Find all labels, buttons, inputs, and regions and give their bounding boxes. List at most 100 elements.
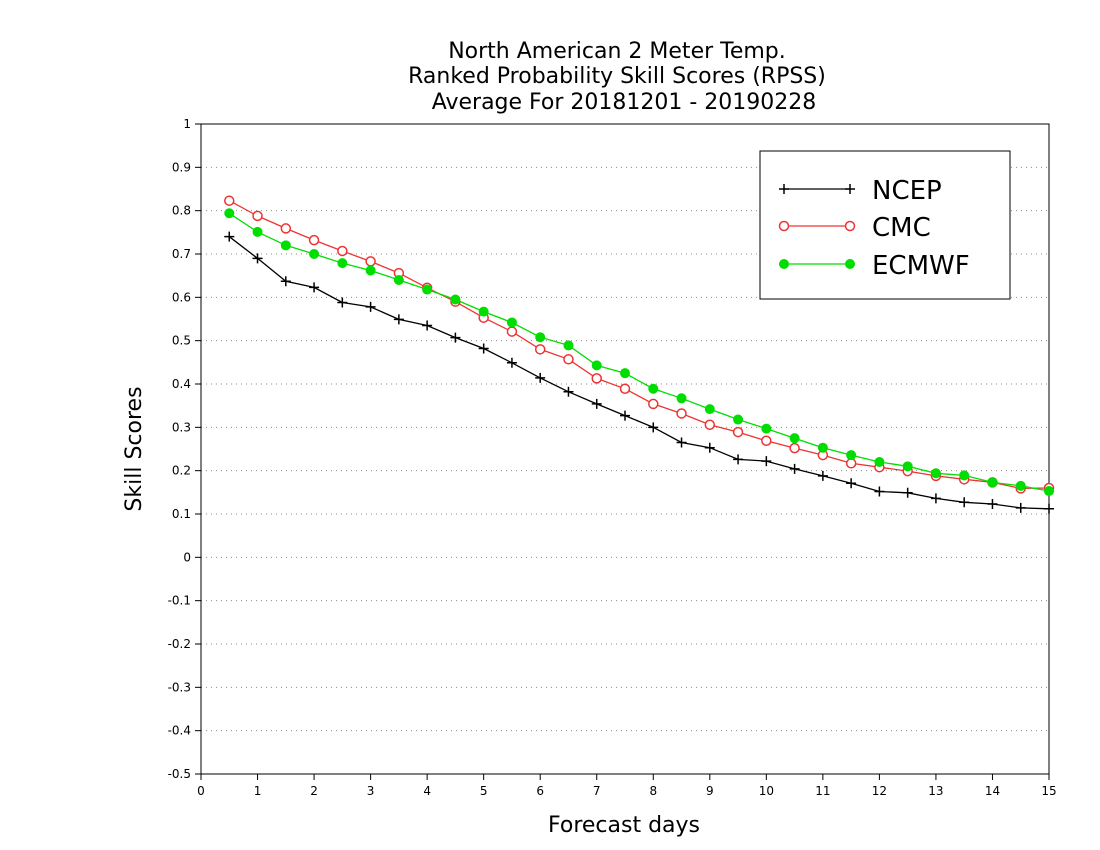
ncep-point <box>309 282 320 293</box>
x-tick-label: 7 <box>593 784 601 798</box>
y-tick-label: 0.5 <box>172 334 191 348</box>
legend-marker-ncep <box>779 184 789 194</box>
legend-label-cmc: CMC <box>872 213 931 243</box>
y-tick-label: -0.1 <box>168 594 191 608</box>
legend-label-ecmwf: ECMWF <box>872 251 970 281</box>
ecmwf-point <box>648 383 659 394</box>
cmc-point <box>563 354 574 365</box>
ecmwf-point <box>620 368 630 379</box>
legend-box <box>759 150 1011 300</box>
cmc-point <box>789 442 800 454</box>
ecmwf-point <box>591 360 602 371</box>
y-tick-label: 0.6 <box>172 290 191 304</box>
ncep-point <box>817 470 828 481</box>
ncep-point <box>450 332 461 343</box>
x-tick-label: 12 <box>872 784 887 798</box>
ecmwf-point <box>309 249 320 259</box>
ecmwf-point <box>789 433 800 444</box>
ncep-point <box>902 487 913 498</box>
legend-item-ncep: NCEP <box>779 176 942 206</box>
ncep-point <box>393 314 404 325</box>
legend-label-ncep: NCEP <box>872 176 942 206</box>
ecmwf-point <box>280 240 291 251</box>
cmc-point <box>224 195 235 206</box>
x-tick-label: 14 <box>985 784 1000 798</box>
ecmwf-point <box>535 332 546 343</box>
x-axis-ticks: 0 1 2 3 4 5 6 7 8 9 10 11 12 13 14 15 <box>197 774 1057 798</box>
cmc-point <box>308 234 320 246</box>
cmc-point <box>761 435 772 447</box>
ecmwf-point <box>902 461 913 472</box>
y-axis-ticks: -0.5 -0.4 -0.3 -0.2 -0.1 0 0.1 0.2 0.3 0.4 0.5 0.6 0… <box>168 117 201 781</box>
y-tick-label: 0.7 <box>172 247 191 261</box>
ncep-point <box>1044 503 1054 514</box>
cmc-point <box>619 383 631 395</box>
y-tick-label: 0.8 <box>172 204 191 218</box>
y-tick-label: 1 <box>183 117 191 131</box>
chart-title-line-3: Average For 20181201 - 20190228 <box>432 90 817 115</box>
y-tick-label: 0.2 <box>172 464 191 478</box>
ncep-point <box>337 297 348 308</box>
ecmwf-point <box>224 208 235 219</box>
ecmwf-point <box>1044 486 1054 497</box>
ncep-point <box>704 442 715 453</box>
ecmwf-point <box>450 294 461 305</box>
ncep-point <box>676 437 687 448</box>
ncep-point <box>591 398 602 409</box>
cmc-point <box>732 426 744 438</box>
y-tick-label: 0 <box>183 550 191 564</box>
ecmwf-point <box>337 258 348 269</box>
ncep-point <box>620 410 630 421</box>
ecmwf-point <box>846 450 857 461</box>
ncep-point <box>365 301 376 312</box>
ecmwf-point <box>817 442 828 453</box>
ecmwf-point <box>676 393 687 404</box>
x-axis-label: Forecast days <box>548 813 700 838</box>
ncep-point <box>280 276 291 287</box>
ecmwf-point <box>365 265 376 276</box>
ncep-point <box>733 454 744 465</box>
x-tick-label: 2 <box>310 784 318 798</box>
ncep-point <box>252 253 263 264</box>
cmc-point <box>534 344 546 355</box>
ncep-point <box>959 497 970 508</box>
y-tick-label: -0.5 <box>168 767 191 781</box>
ecmwf-point <box>393 275 404 285</box>
cmc-point <box>676 408 687 419</box>
y-tick-label: -0.2 <box>168 637 191 651</box>
chart-title: North American 2 Meter Temp. Ranked Prob… <box>408 39 826 115</box>
y-tick-label: 0.4 <box>172 377 191 391</box>
series-ecmwf <box>224 208 1054 497</box>
legend-marker-ecmwf <box>779 259 789 269</box>
x-tick-label: 11 <box>815 784 830 798</box>
x-tick-label: 9 <box>706 784 714 798</box>
cmc-point <box>280 223 292 234</box>
ncep-point <box>874 486 885 497</box>
x-tick-label: 3 <box>367 784 375 798</box>
cmc-point <box>845 458 857 469</box>
y-tick-label: 0.3 <box>172 420 191 434</box>
ncep-point <box>478 343 489 354</box>
ncep-point <box>1015 502 1026 513</box>
legend-item-ecmwf: ECMWF <box>779 251 970 281</box>
ncep-point <box>535 372 546 383</box>
chart-title-line-1: North American 2 Meter Temp. <box>448 39 786 64</box>
y-tick-label: 0.9 <box>172 160 191 174</box>
x-tick-label: 6 <box>536 784 544 798</box>
x-tick-label: 5 <box>480 784 488 798</box>
legend-marker-cmc <box>778 220 790 232</box>
ncep-point <box>930 493 941 504</box>
cmc-point <box>252 210 263 222</box>
ncep-point <box>789 463 800 474</box>
legend-marker-ncep <box>845 184 855 194</box>
ncep-point <box>224 231 235 242</box>
series-layer <box>224 195 1055 514</box>
legend-item-cmc: CMC <box>778 213 931 243</box>
ecmwf-point <box>959 470 970 481</box>
ecmwf-point <box>733 414 744 425</box>
x-tick-label: 13 <box>928 784 943 798</box>
legend-marker-cmc <box>844 220 856 232</box>
ncep-point <box>506 357 517 368</box>
ncep-point <box>761 456 772 467</box>
